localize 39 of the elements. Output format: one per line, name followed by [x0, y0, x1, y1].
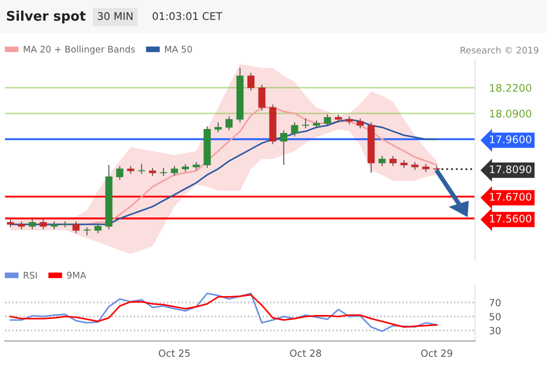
candlestick [280, 130, 288, 166]
text: 01:03:01 CET [152, 12, 222, 20]
candlestick [378, 156, 386, 166]
legend-label: MA 20 + Bollinger Bands [24, 46, 135, 54]
y-tick-label: 18.2200 [490, 84, 532, 92]
candlestick [170, 165, 178, 176]
candlestick [138, 163, 146, 174]
candlestick [291, 122, 298, 137]
y-tick-label: 17.5600 [490, 214, 532, 223]
candlestick [72, 220, 80, 234]
y-tick-label: 50 [490, 312, 501, 320]
text: Research © 2019 [460, 46, 538, 54]
chart-title: Silver spot [6, 10, 86, 24]
legend-label: MA 50 [165, 46, 192, 53]
candlestick [389, 156, 397, 166]
y-tick-label: 17.9600 [490, 135, 532, 144]
y-tick-label: 18.0900 [490, 110, 532, 118]
legend-label: 9MA [67, 272, 86, 279]
y-tick-label: 17.8090 [490, 165, 532, 174]
x-tick-label: Oct 25 [158, 350, 190, 357]
candlestick [247, 72, 254, 92]
candlestick [214, 122, 222, 133]
candlestick [28, 218, 36, 230]
candlestick [160, 167, 168, 176]
candlestick [94, 222, 102, 234]
y-tick-label: 30 [490, 326, 501, 334]
candlestick [258, 84, 266, 111]
legend-label: RSI [24, 272, 37, 279]
candlestick [302, 118, 310, 129]
candlestick [226, 116, 233, 131]
x-tick-label: Oct 29 [421, 350, 452, 357]
candlestick [116, 165, 124, 180]
y-tick-label: 70 [490, 298, 501, 306]
candlestick [324, 114, 331, 127]
candlestick [40, 218, 47, 230]
candlestick [356, 118, 364, 129]
x-tick-label: Oct 28 [290, 350, 322, 357]
chart-subtitle: 30 MIN [98, 12, 132, 20]
y-tick-label: 17.6700 [490, 192, 532, 201]
